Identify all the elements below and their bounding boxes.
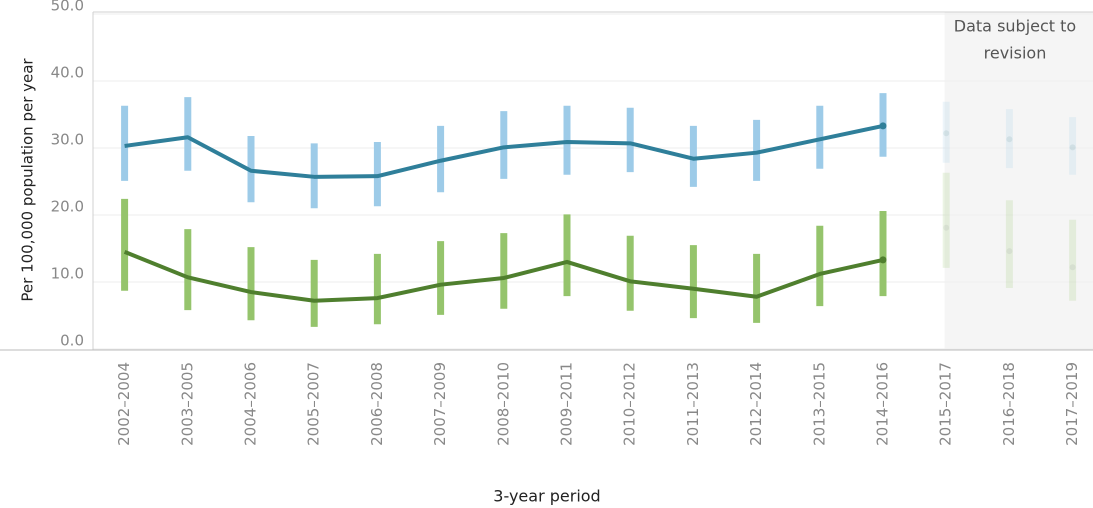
x-tick-label: 2009–2011: [558, 362, 576, 446]
point: [943, 130, 950, 137]
error-bar-group: [1069, 219, 1077, 301]
revision-region: [944, 12, 1093, 350]
point: [1069, 264, 1076, 271]
x-tick-label: 2007–2009: [431, 362, 449, 446]
x-tick-label: 2006–2008: [368, 362, 386, 446]
x-tick-label: 2003–2005: [178, 362, 196, 446]
x-tick-label: 2011–2013: [684, 362, 702, 446]
point: [879, 122, 887, 130]
error-bar-group: [1069, 117, 1077, 175]
point: [1006, 136, 1013, 143]
revision-note: revision: [984, 44, 1047, 63]
line: [123, 249, 884, 303]
error-bar-group: [1005, 109, 1013, 169]
error-bar-group: [942, 172, 950, 268]
x-axis-title: 3-year period: [493, 487, 600, 506]
x-tick-label: 2012–2014: [747, 362, 765, 446]
line: [124, 123, 884, 179]
x-tick-label: 2008–2010: [494, 362, 512, 446]
error-bar-group: [1005, 200, 1013, 289]
y-tick-label: 40.0: [51, 64, 84, 82]
x-tick-label: 2002–2004: [115, 362, 133, 446]
y-tick-label: 20.0: [51, 198, 84, 216]
x-tick-label: 2005–2007: [305, 362, 323, 446]
point: [1069, 144, 1076, 151]
point: [879, 256, 887, 264]
y-tick-label: 50.0: [51, 0, 84, 15]
x-tick-label: 2015–2017: [937, 362, 955, 446]
point: [1006, 248, 1013, 255]
x-tick-label: 2013–2015: [810, 362, 828, 446]
error-bar-group: [942, 101, 950, 163]
y-tick-label: 30.0: [51, 131, 84, 149]
x-tick-label: 2010–2012: [621, 362, 639, 446]
x-tick-label: 2004–2006: [242, 362, 260, 446]
y-axis-title: Per 100,000 population per year: [19, 58, 37, 302]
x-tick-label: 2014–2016: [874, 362, 892, 446]
point: [943, 224, 950, 231]
revision-note: Data subject to: [954, 17, 1076, 36]
x-tick-label: 2016–2018: [1000, 362, 1018, 446]
y-tick-label: 10.0: [51, 265, 84, 283]
y-tick-label: 0.0: [60, 332, 84, 350]
x-tick-label: 2017–2019: [1063, 362, 1081, 446]
